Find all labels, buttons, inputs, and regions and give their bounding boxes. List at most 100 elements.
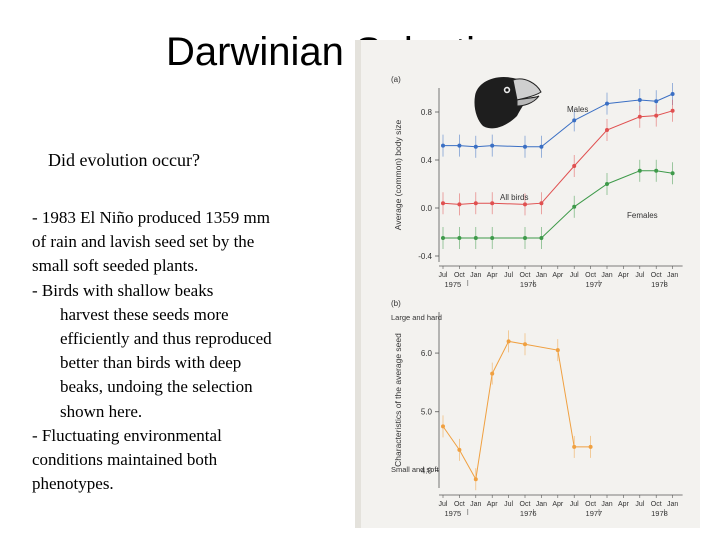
data-point (539, 144, 544, 149)
x-tick-label: Jan (601, 272, 612, 279)
series-label-males: Males (567, 105, 588, 114)
figure: (a) -0.4 0.0 0.4 0.8 Average (common) body si… (355, 40, 700, 528)
body-line: - 1983 El Niño produced 1359 mm (32, 208, 270, 227)
series-label-all-birds: All birds (500, 193, 528, 202)
body-line: shown here. (60, 401, 143, 421)
data-point (572, 204, 577, 209)
x-tick-label: Apr (552, 501, 564, 508)
data-point (490, 143, 495, 148)
body-line: - Birds with shallow beaks (32, 280, 214, 300)
x-tick-label: Oct (454, 272, 465, 279)
data-point (539, 201, 544, 206)
body-line: conditions maintained both (32, 450, 218, 470)
year-label: 1976 (520, 280, 537, 289)
data-point (523, 144, 527, 149)
figure-edge (355, 40, 361, 528)
x-tick-label: Jul (504, 272, 513, 279)
data-point (441, 201, 445, 206)
y-tick-label: 4.0 (421, 466, 433, 475)
x-tick-label: Apr (618, 272, 630, 279)
data-point (572, 118, 577, 123)
x-tick-label: Jul (439, 272, 448, 279)
data-point (506, 339, 511, 344)
data-point (490, 236, 495, 240)
year-label: 1978 (651, 280, 668, 289)
panel-label: (a) (391, 75, 401, 84)
panel-b: (b) 4.0 5.0 6.0 Characteristics of the avera… (391, 299, 683, 518)
data-point (457, 143, 462, 148)
data-point (637, 114, 642, 119)
y-top-label: Large and hard (391, 313, 442, 322)
body-line: of rain and lavish seed set by the (32, 232, 255, 252)
data-point (457, 236, 462, 240)
data-point (523, 202, 527, 207)
year-label: 1977 (586, 509, 603, 518)
data-point (670, 92, 675, 96)
x-tick-label: Jul (570, 501, 579, 508)
y-tick-label: -0.4 (418, 252, 432, 261)
data-point (654, 99, 659, 104)
data-point (523, 236, 527, 240)
y-tick-label: 0.4 (421, 156, 433, 165)
body-line: beaks, undoing the selection (60, 377, 253, 397)
y-tick-label: 6.0 (421, 349, 433, 358)
panel-a: (a) -0.4 0.0 0.4 0.8 Average (common) body si… (391, 75, 683, 289)
data-point (441, 143, 445, 148)
panel-label: (b) (391, 299, 401, 308)
data-point (588, 444, 593, 449)
x-tick-label: Jan (470, 272, 481, 279)
y-axis-label: Characteristics of the average seed (393, 333, 403, 467)
data-point (457, 202, 462, 207)
x-tick-label: Jan (601, 501, 612, 508)
slide-body: - 1983 El Niño produced 1359 mm of rain … (32, 206, 332, 496)
x-tick-label: Apr (487, 501, 499, 508)
x-tick-label: Oct (651, 272, 662, 279)
x-tick-label: Oct (585, 501, 596, 508)
body-line: better than birds with deep (60, 353, 242, 373)
data-point (572, 444, 577, 449)
data-point (539, 236, 544, 240)
x-tick-label: Jan (536, 501, 547, 508)
series-label-females: Females (627, 211, 658, 220)
data-point (654, 168, 659, 173)
data-point (605, 128, 609, 132)
finch-head-icon (474, 76, 542, 129)
data-point (523, 342, 527, 347)
data-point (637, 98, 642, 102)
body-line: phenotypes. (32, 474, 114, 494)
x-tick-label: Jul (570, 272, 579, 279)
x-tick-label: Jul (635, 501, 644, 508)
year-label: 1978 (651, 509, 668, 518)
data-point (637, 168, 642, 173)
x-tick-label: Jul (635, 272, 644, 279)
y-tick-label: 5.0 (421, 408, 433, 417)
x-tick-label: Apr (618, 501, 630, 508)
y-axis-label: Average (common) body size (393, 120, 403, 231)
y-bottom-label: Small and soft (391, 465, 439, 474)
y-tick-label: 0.0 (421, 204, 433, 213)
data-point (670, 171, 675, 176)
x-tick-label: Jul (439, 501, 448, 508)
x-tick-label: Oct (520, 272, 531, 279)
x-tick-label: Oct (585, 272, 596, 279)
body-line: small soft seeded plants. (32, 256, 199, 276)
x-tick-label: Oct (520, 501, 531, 508)
x-tick-label: Jan (667, 272, 678, 279)
year-label: 1977 (586, 280, 603, 289)
data-point (605, 182, 609, 186)
data-point (490, 201, 495, 206)
data-point (473, 201, 478, 206)
data-point (605, 101, 609, 106)
data-point (457, 447, 462, 452)
body-line: - Fluctuating environmental (32, 425, 222, 445)
body-line: efficiently and thus reproduced (60, 329, 272, 349)
x-tick-label: Jan (667, 501, 678, 508)
data-point (473, 144, 478, 149)
data-point (441, 424, 445, 429)
y-tick-label: 0.8 (421, 108, 433, 117)
data-point (473, 236, 478, 240)
slide-question: Did evolution occur? (48, 150, 200, 170)
x-tick-label: Jan (536, 272, 547, 279)
x-tick-label: Oct (651, 501, 662, 508)
data-point (654, 113, 659, 118)
